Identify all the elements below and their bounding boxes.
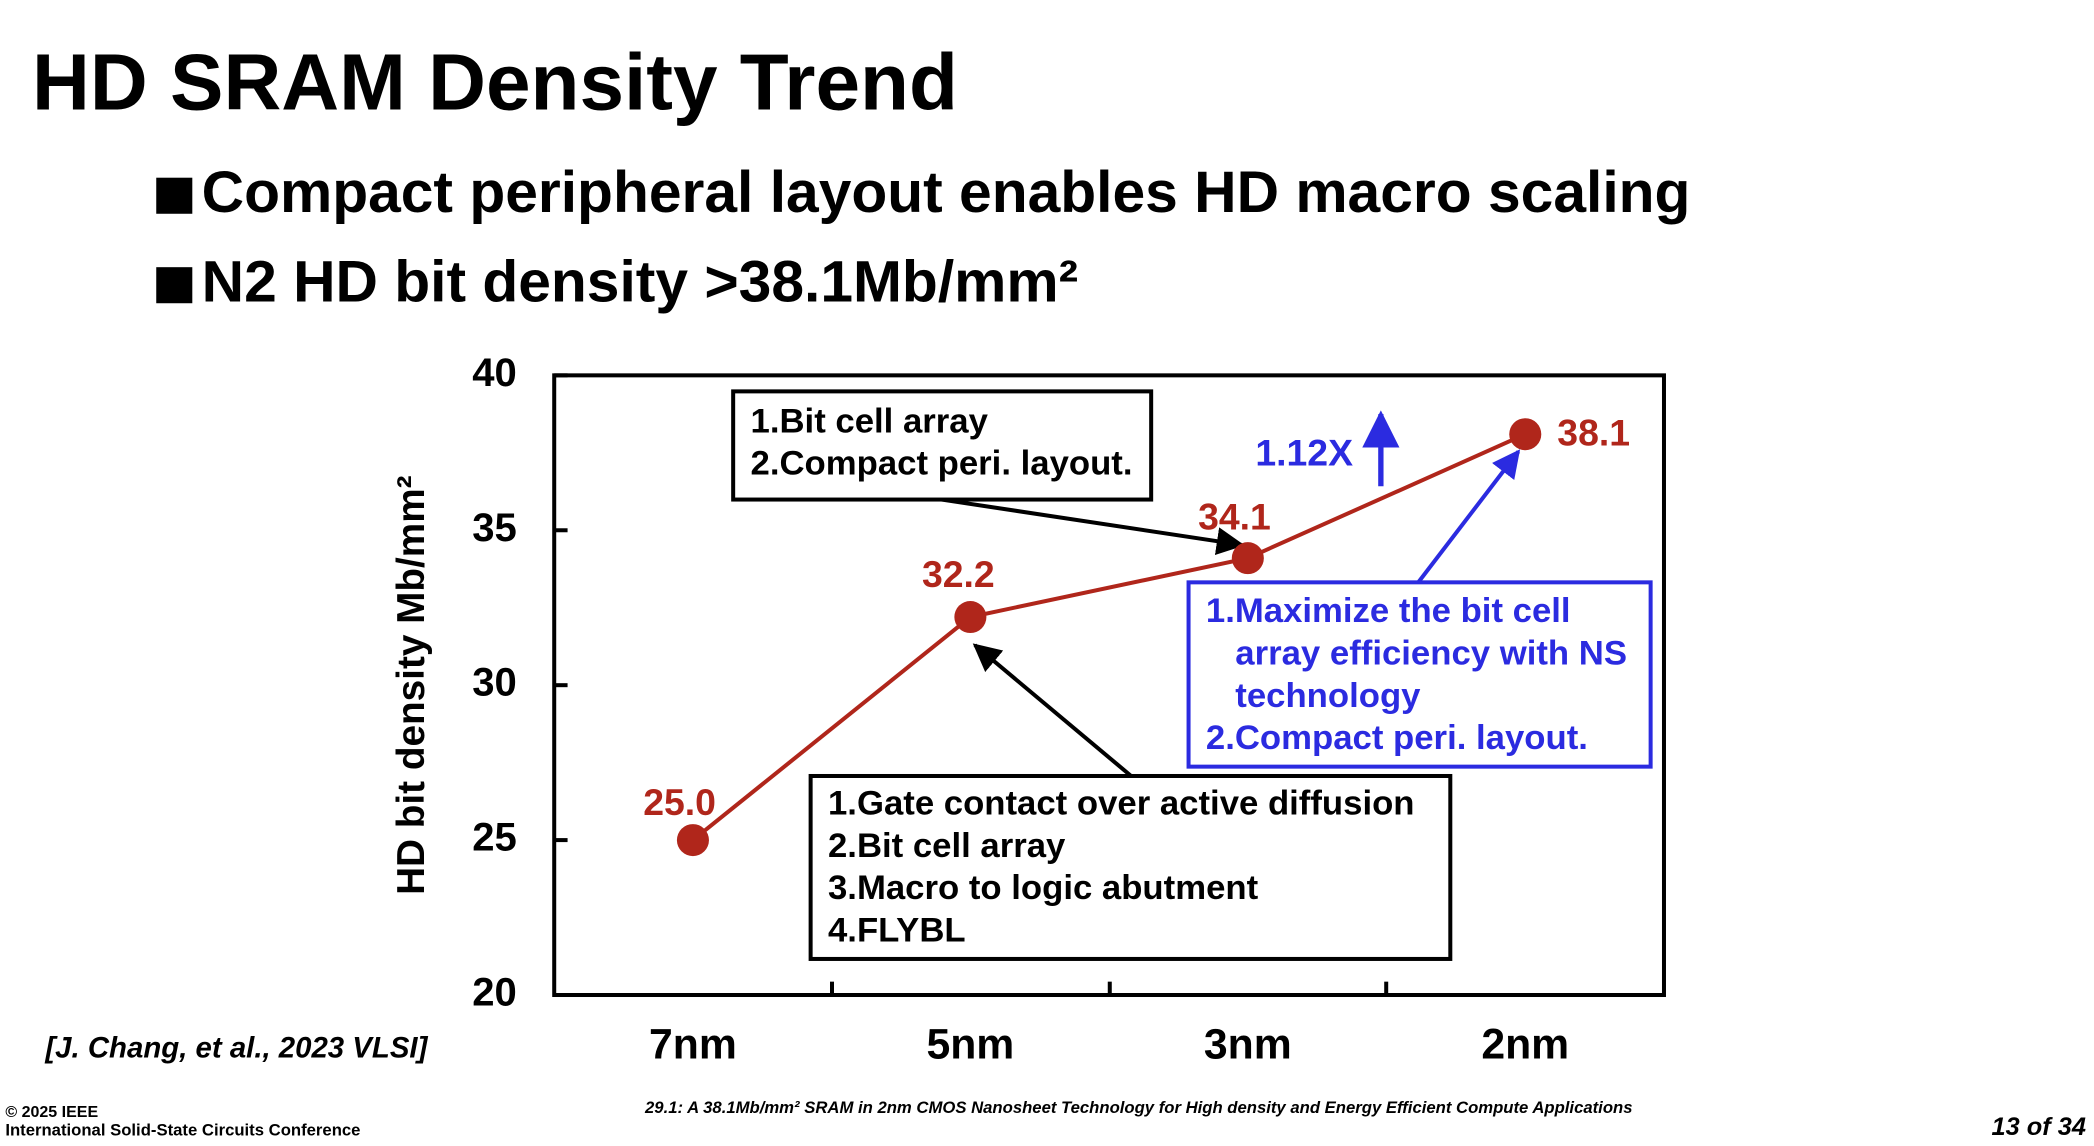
annotation-box [731, 389, 1154, 502]
x-tick-label: 2nm [1481, 1020, 1569, 1068]
bullet-marker [156, 267, 193, 304]
citation: [J. Chang, et al., 2023 VLSI] [44, 1032, 428, 1065]
annotation-line: technology [1235, 677, 1421, 715]
annotation-line: 1.Gate contact over active diffusion [828, 785, 1415, 823]
data-point [1509, 418, 1542, 451]
annotation-line: 3.Macro to logic abutment [828, 869, 1259, 907]
annotation-box [1186, 580, 1653, 769]
data-point [1231, 542, 1264, 575]
y-tick-label: 20 [472, 971, 517, 1015]
copyright: © 2025 IEEE [5, 1103, 98, 1121]
paper-title: 29.1: A 38.1Mb/mm² SRAM in 2nm CMOS Nano… [644, 1098, 1632, 1117]
annotation-line: 2.Compact peri. layout. [751, 445, 1133, 483]
data-label: 34.1 [1198, 495, 1271, 537]
data-line [691, 432, 1527, 842]
data-point [954, 600, 987, 634]
data-point [676, 824, 709, 857]
arrow [972, 643, 1133, 778]
arrow [941, 497, 1245, 556]
page-number: 13 of 34 [1992, 1113, 2086, 1141]
slide-title: HD SRAM Density Trend [32, 36, 958, 126]
y-tick-label: 30 [472, 661, 517, 705]
y-tick-label: 40 [472, 351, 517, 395]
y-tick-label: 35 [472, 506, 517, 550]
y-axis-label: HD bit density Mb/mm² [390, 475, 433, 895]
annotation-line: 4.FLYBL [828, 912, 966, 950]
annotation-line: 2.Compact peri. layout. [1206, 719, 1588, 757]
conference: International Solid-State Circuits Confe… [5, 1121, 360, 1140]
x-tick-label: 5nm [926, 1020, 1014, 1068]
annotation-line: 2.Bit cell array [828, 827, 1066, 865]
bullet: Compact peripheral layout enables HD mac… [202, 160, 1691, 225]
annotation-box [808, 773, 1453, 961]
x-ticks [829, 981, 1389, 996]
y-tick-label: 25 [472, 816, 517, 860]
bullet: N2 HD bit density >38.1Mb/mm² [202, 249, 1079, 314]
annotation-line: array efficiency with NS [1235, 635, 1627, 673]
bullet-marker [156, 177, 193, 214]
data-label: 25.0 [643, 781, 716, 823]
annotation-text: 1.12X [1255, 431, 1353, 473]
arrow [1416, 449, 1521, 584]
x-tick-label: 3nm [1204, 1020, 1292, 1068]
annotation-line: 1.Maximize the bit cell [1206, 592, 1571, 630]
data-label: 38.1 [1557, 411, 1630, 453]
data-label: 32.2 [922, 553, 995, 595]
x-tick-label: 7nm [649, 1020, 737, 1068]
annotation-line: 1.Bit cell array [751, 403, 989, 441]
